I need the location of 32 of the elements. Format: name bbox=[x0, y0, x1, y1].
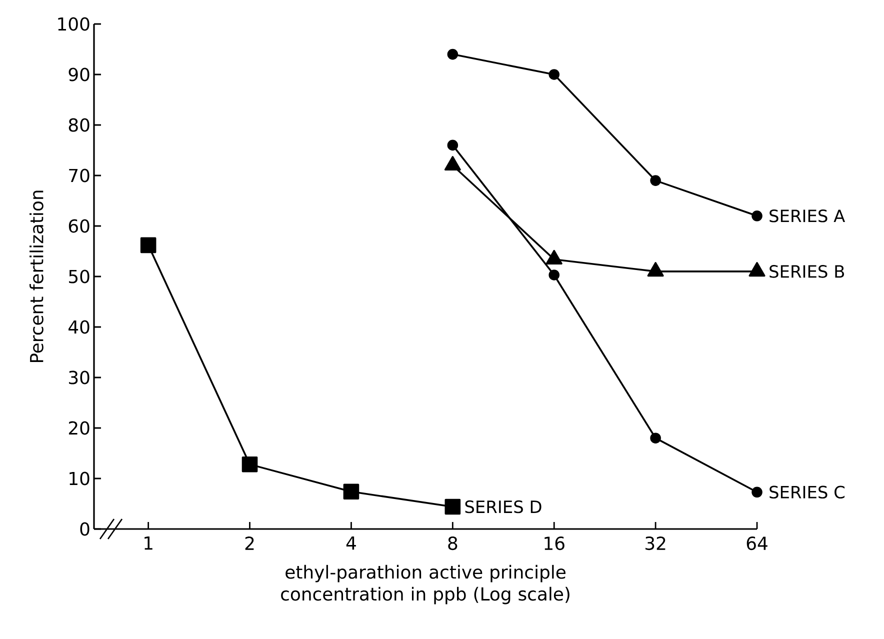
y-tick-label: 50 bbox=[69, 270, 90, 284]
y-tick-label: 100 bbox=[58, 17, 90, 31]
series-label: SERIES A bbox=[770, 209, 846, 222]
x-tick-label: 16 bbox=[544, 536, 564, 550]
point bbox=[650, 175, 661, 186]
x-tick-label: 64 bbox=[746, 536, 768, 550]
point bbox=[650, 432, 661, 444]
y-tick-label: 80 bbox=[68, 118, 90, 132]
y-tick-label: 70 bbox=[69, 168, 90, 182]
x-tick-label: 4 bbox=[346, 536, 356, 550]
y-tick-label: 40 bbox=[68, 320, 90, 334]
point bbox=[752, 210, 762, 222]
point bbox=[447, 48, 458, 60]
x-axis-title: ethyl-parathion active principle concentration in ppb (Log scale) bbox=[281, 564, 570, 604]
y-tick-label: 30 bbox=[69, 370, 90, 384]
y-tick-label: 60 bbox=[68, 219, 90, 233]
y-tick-label: 20 bbox=[68, 421, 90, 435]
y-tick-label: 0 bbox=[80, 522, 90, 536]
point bbox=[447, 140, 458, 151]
point bbox=[548, 69, 560, 80]
x-tick-label: 32 bbox=[646, 536, 666, 550]
series-label: SERIES B bbox=[770, 265, 844, 278]
point bbox=[548, 270, 560, 280]
series-label: SERIES D bbox=[465, 500, 542, 514]
y-axis-title: Percent fertilization bbox=[30, 190, 44, 362]
series-label: SERIES C bbox=[770, 486, 844, 499]
x-tick-label: 2 bbox=[245, 536, 254, 550]
x-tick-label: 8 bbox=[448, 536, 458, 550]
x-tick-label: 1 bbox=[144, 536, 152, 550]
y-tick-label: 10 bbox=[70, 472, 90, 486]
y-tick-label: 90 bbox=[68, 68, 90, 82]
point bbox=[752, 486, 762, 498]
